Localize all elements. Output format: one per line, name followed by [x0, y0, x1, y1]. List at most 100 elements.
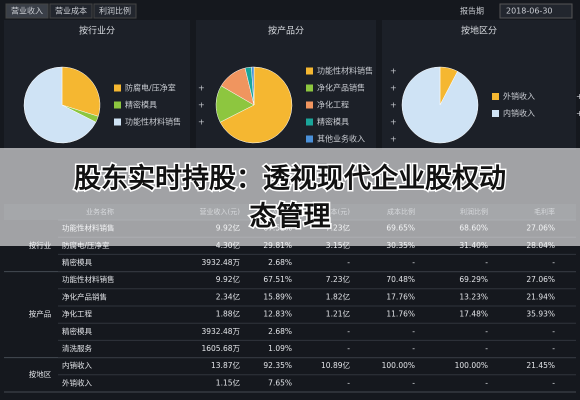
legend-expand[interactable]: + [390, 84, 397, 93]
legend-expand[interactable]: + [390, 135, 397, 144]
legend-expand[interactable]: + [390, 118, 397, 127]
legend-swatch [306, 67, 313, 75]
legend-swatch [114, 84, 121, 92]
tab[interactable] [49, 3, 93, 19]
table-cell: 9.92亿 [216, 274, 241, 284]
panel-title: 按行业分 [79, 25, 115, 37]
legend-expand[interactable]: + [198, 101, 205, 110]
group-label: 按产品 [29, 309, 52, 319]
table-cell: - [347, 344, 350, 353]
table-cell: 7.65% [268, 378, 292, 387]
legend-label: 净化产品销售 [317, 83, 365, 93]
tab-label: 营业成本 [55, 6, 87, 16]
banner-bg [0, 148, 580, 246]
table-cell: 1605.68万 [201, 344, 240, 353]
table-cell: 21.94% [526, 292, 555, 301]
pie-slice [219, 66, 293, 144]
banner-text: 态管理 [250, 202, 331, 233]
group-label: 按地区 [29, 369, 52, 379]
legend-swatch [306, 84, 313, 92]
table-cell: 17.48% [459, 310, 488, 319]
legend-swatch [306, 135, 313, 143]
legend-swatch [306, 118, 313, 126]
legend-expand[interactable]: + [198, 84, 205, 93]
table-cell: - [412, 344, 415, 353]
table-cell: 1.09% [268, 344, 292, 353]
pie-slice [23, 66, 97, 144]
legend-swatch [492, 93, 499, 100]
table-cell: 精密模具 [62, 257, 92, 267]
table-cell: 1.21亿 [326, 309, 351, 319]
table-cell: 21.45% [526, 361, 555, 370]
table-cell: - [485, 258, 488, 267]
table-cell: - [412, 327, 415, 336]
legend-swatch [114, 101, 121, 109]
legend-expand[interactable]: + [198, 118, 205, 127]
legend-expand[interactable]: + [576, 109, 580, 118]
table-cell: 92.35% [263, 361, 292, 370]
table-cell: 69.29% [459, 275, 488, 284]
legend-label: 净化工程 [317, 100, 349, 110]
table-cell: - [485, 378, 488, 387]
table-cell: - [552, 258, 555, 267]
table-cell: 清洗服务 [62, 343, 92, 353]
table-cell: 功能性材料销售 [62, 274, 115, 284]
period: 2018-06-30 [506, 7, 553, 16]
panel-title: 按地区分 [461, 25, 497, 37]
table-cell: - [347, 378, 350, 387]
legend-label: 内销收入 [503, 108, 535, 118]
legend-label: 功能性材料销售 [125, 117, 181, 127]
table-cell: 2.68% [268, 327, 292, 336]
legend-expand[interactable]: + [390, 101, 397, 110]
table-cell: 35.93% [526, 310, 555, 319]
panel-title: 按产品分 [268, 25, 304, 37]
legend-swatch [114, 118, 121, 126]
table-cell: 10.89亿 [321, 360, 350, 370]
table-cell: 内销收入 [62, 360, 92, 370]
pie-slice [401, 66, 479, 144]
table-cell: - [347, 258, 350, 267]
pie-slice [251, 66, 255, 106]
table-cell: 净化工程 [62, 309, 92, 319]
table-cell: 7.23亿 [326, 274, 351, 284]
table-cell: - [552, 327, 555, 336]
legend-expand[interactable]: + [576, 92, 580, 101]
date-picker[interactable] [499, 3, 573, 19]
table-cell: 3932.48万 [201, 258, 240, 267]
table-cell: 1.15亿 [216, 377, 241, 387]
table-cell: - [485, 327, 488, 336]
table-cell: - [485, 344, 488, 353]
table-cell: 净化产品销售 [62, 291, 107, 301]
table-cell: 67.51% [263, 275, 292, 284]
legend-label: 精密模具 [317, 117, 349, 127]
table-cell: - [412, 378, 415, 387]
table-cell: 2.68% [268, 258, 292, 267]
tab[interactable] [93, 3, 137, 19]
legend-label: 功能性材料销售 [317, 66, 373, 76]
banner-text: 股东实时持股：透视现代企业股权动 [74, 163, 506, 195]
table-cell: - [347, 327, 350, 336]
table-cell: 17.76% [386, 292, 415, 301]
table-cell: 1.88亿 [216, 309, 241, 319]
table-cell: 精密模具 [62, 326, 92, 336]
table-cell: 12.83% [263, 310, 292, 319]
tab[interactable] [5, 3, 49, 19]
table-cell: 2.34亿 [216, 291, 241, 301]
legend-label: 防腐电/压净室 [125, 83, 176, 93]
table-cell: - [412, 258, 415, 267]
legend-expand[interactable]: + [390, 67, 397, 76]
pie-slice [61, 66, 101, 117]
legend-label: 精密模具 [125, 100, 157, 110]
table-cell: 3932.48万 [201, 327, 240, 336]
table-cell: 13.87亿 [211, 360, 240, 370]
table-cell: 100.00% [382, 361, 415, 370]
table-cell: 15.89% [263, 292, 292, 301]
table-cell: 70.48% [386, 275, 415, 284]
period-label: 报告期 [460, 6, 484, 16]
legend-swatch [306, 101, 313, 109]
table-cell: 11.76% [386, 310, 415, 319]
table-cell: 27.06% [526, 275, 555, 284]
table-cell: - [552, 344, 555, 353]
table-cell: - [552, 378, 555, 387]
